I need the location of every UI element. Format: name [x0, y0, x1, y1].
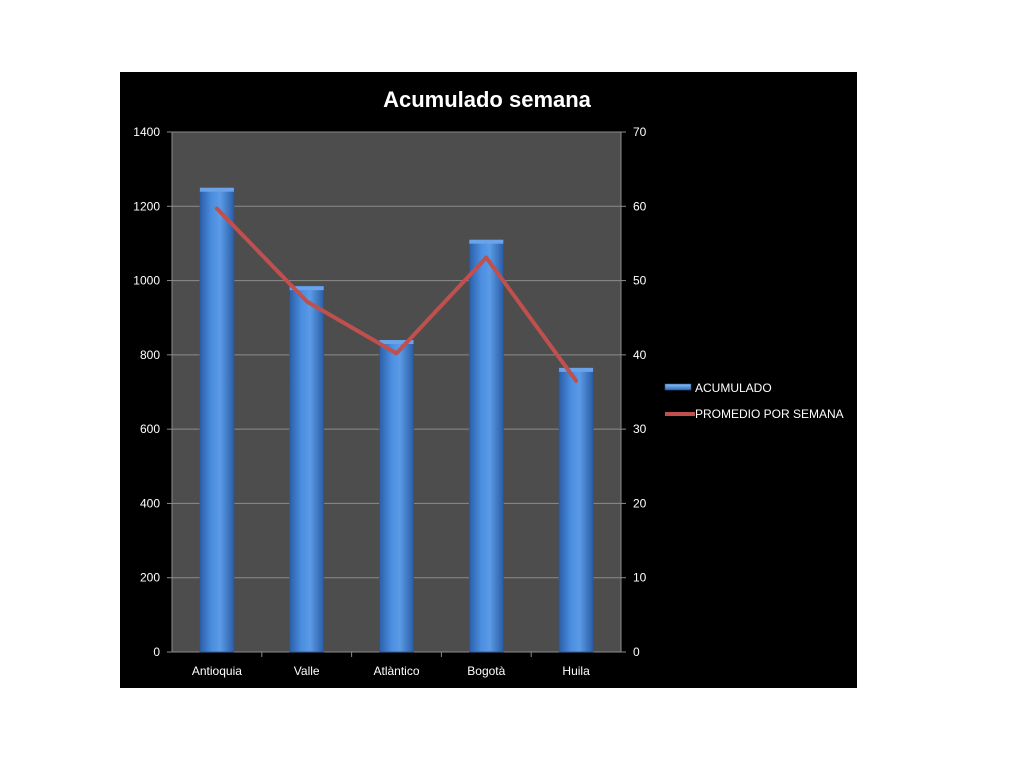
bar	[379, 339, 414, 653]
bar	[468, 239, 504, 653]
bar	[558, 367, 594, 653]
x-tick-label: Valle	[294, 664, 320, 678]
x-tick-label: Atlàntico	[373, 664, 419, 678]
chart-title: Acumulado semana	[383, 87, 592, 112]
y2-tick-label: 60	[633, 199, 647, 213]
bar-top-highlight	[379, 340, 414, 344]
x-tick-label: Bogotà	[467, 664, 505, 678]
y-tick-label: 200	[140, 571, 160, 585]
y2-tick-label: 20	[633, 496, 647, 510]
y2-tick-label: 70	[633, 125, 647, 139]
legend-bar-swatch	[664, 383, 692, 391]
y-tick-label: 600	[140, 422, 160, 436]
legend-label-acumulado: ACUMULADO	[695, 381, 772, 395]
x-tick-label: Huila	[562, 664, 590, 678]
bar	[199, 187, 235, 653]
y-tick-label: 800	[140, 348, 160, 362]
x-tick-label: Antioquia	[192, 664, 242, 678]
y-tick-label: 0	[153, 645, 160, 659]
bar-top-highlight	[289, 286, 324, 291]
y2-tick-label: 40	[633, 348, 647, 362]
bar-top-highlight	[559, 367, 594, 372]
bar-top-highlight	[469, 239, 504, 244]
y2-tick-label: 10	[633, 571, 647, 585]
y-tick-label: 1200	[133, 199, 160, 213]
y-tick-label: 1400	[133, 125, 160, 139]
y-tick-label: 1000	[133, 274, 160, 288]
y2-tick-label: 0	[633, 645, 640, 659]
y2-tick-label: 50	[633, 274, 647, 288]
bar	[289, 285, 325, 653]
y-tick-label: 400	[140, 496, 160, 510]
y2-tick-label: 30	[633, 422, 647, 436]
chart-container: Acumulado semana 0 200 400 600 800 1000 1200 14…	[120, 72, 857, 688]
legend-label-promedio: PROMEDIO POR SEMANA	[695, 407, 844, 421]
chart-svg: Acumulado semana 02004006008001000120014…	[133, 87, 844, 678]
bar-top-highlight	[199, 187, 234, 192]
